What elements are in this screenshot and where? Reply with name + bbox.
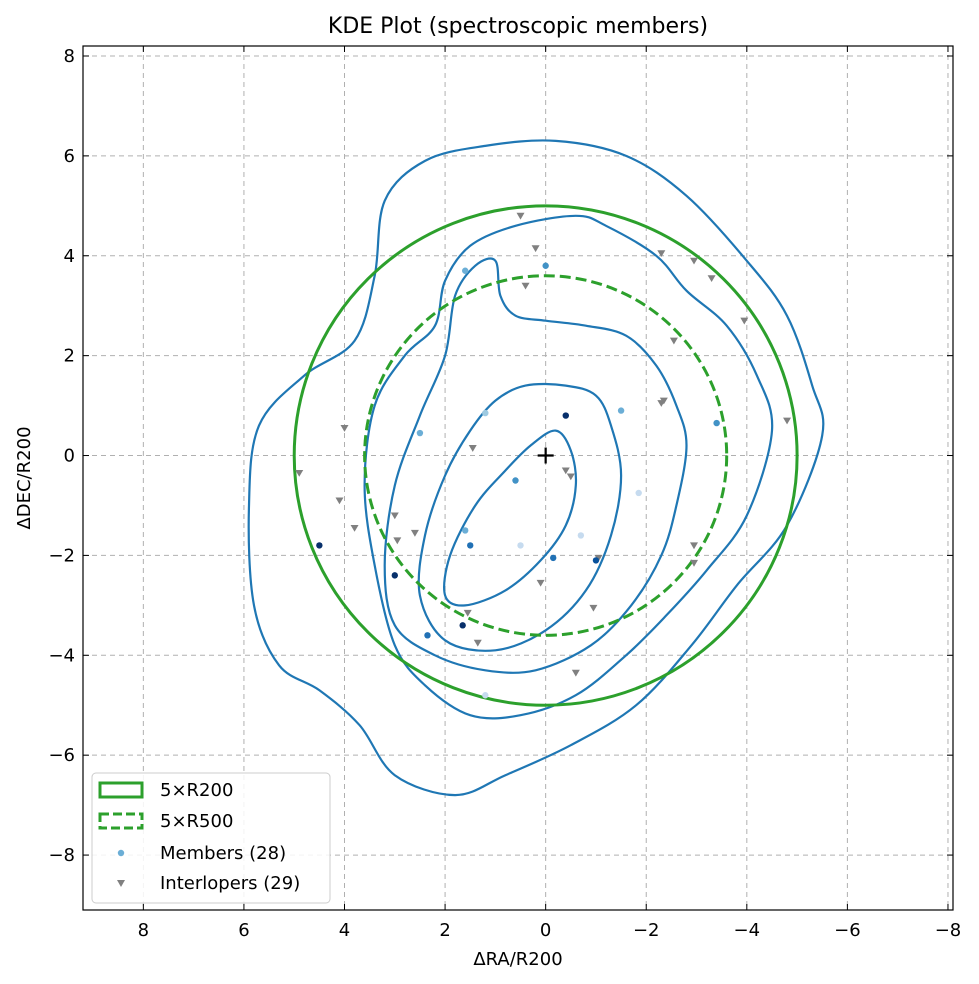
member-point bbox=[550, 554, 557, 562]
kde-contour-level-1 bbox=[247, 139, 825, 797]
interloper-point bbox=[669, 337, 678, 345]
x-tick-label: −4 bbox=[734, 920, 761, 941]
x-tick-label: 8 bbox=[138, 920, 149, 941]
y-tick-label: 6 bbox=[64, 146, 75, 167]
interloper-point bbox=[335, 497, 344, 505]
radius-circles bbox=[292, 204, 799, 707]
kde-contours bbox=[247, 139, 825, 797]
y-axis-label: ΔDEC/R200 bbox=[14, 426, 35, 529]
legend-label: 5×R500 bbox=[160, 811, 233, 832]
interloper-point bbox=[390, 512, 399, 520]
interloper-point bbox=[690, 542, 699, 550]
interloper-point bbox=[707, 275, 716, 283]
kde-contour-level-2 bbox=[363, 214, 774, 720]
interloper-point bbox=[463, 609, 472, 617]
legend-label: Interlopers (29) bbox=[160, 873, 300, 894]
legend-swatch-r200 bbox=[98, 781, 144, 799]
x-tick-label: 4 bbox=[339, 920, 350, 941]
member-point bbox=[482, 692, 489, 699]
interloper-point bbox=[393, 537, 402, 545]
r500-circle bbox=[363, 274, 729, 637]
member-point bbox=[391, 572, 398, 579]
interloper-point bbox=[571, 669, 580, 677]
y-tick-label: −4 bbox=[48, 645, 75, 666]
x-tick-label: −2 bbox=[633, 920, 660, 941]
legend-box bbox=[91, 772, 331, 904]
member-point bbox=[461, 267, 469, 274]
interloper-point bbox=[340, 425, 349, 432]
center-marker bbox=[537, 447, 554, 464]
interloper-point bbox=[740, 317, 749, 325]
legend-swatch-r500 bbox=[98, 812, 144, 830]
interloper-point bbox=[516, 212, 525, 220]
member-point bbox=[577, 532, 585, 539]
member-point bbox=[517, 542, 524, 549]
interloper-point bbox=[561, 467, 570, 475]
x-tick-label: 0 bbox=[540, 920, 551, 941]
interloper-point bbox=[536, 579, 545, 587]
member-point bbox=[512, 477, 519, 484]
member-point bbox=[416, 429, 424, 437]
interloper-point bbox=[521, 282, 530, 290]
member-point bbox=[459, 622, 466, 629]
kde-contour-level-4 bbox=[417, 382, 623, 652]
chart-title: KDE Plot (spectroscopic members) bbox=[328, 14, 708, 39]
x-tick-label: 6 bbox=[238, 920, 249, 941]
interloper-point bbox=[657, 250, 666, 258]
y-tick-label: −8 bbox=[48, 845, 75, 866]
interloper-point bbox=[531, 245, 540, 253]
member-point bbox=[424, 632, 431, 639]
member-point bbox=[461, 527, 469, 534]
x-tick-label: −8 bbox=[935, 920, 962, 941]
interloper-point bbox=[350, 524, 359, 532]
data-points bbox=[295, 212, 792, 699]
interloper-point bbox=[473, 639, 482, 647]
legend-label: 5×R200 bbox=[160, 780, 233, 801]
legend: 5×R200 5×R500 Members (28) Interlopers (29) bbox=[91, 772, 331, 904]
y-tick-label: 4 bbox=[64, 246, 75, 267]
member-point bbox=[617, 407, 625, 414]
x-tick-label: −6 bbox=[834, 920, 861, 941]
member-point bbox=[467, 542, 474, 549]
member-point bbox=[592, 557, 600, 564]
member-point bbox=[713, 419, 720, 427]
member-point bbox=[482, 409, 489, 417]
grid-lines bbox=[83, 46, 953, 910]
legend-swatch-interlopers bbox=[117, 880, 125, 887]
interloper-point bbox=[594, 554, 603, 562]
y-tick-label: 8 bbox=[64, 46, 75, 67]
member-point bbox=[316, 542, 323, 549]
interloper-point bbox=[410, 529, 419, 537]
y-tick-label: −6 bbox=[48, 745, 75, 766]
r200-circle bbox=[292, 204, 799, 707]
interloper-point bbox=[783, 417, 792, 425]
y-tick-label: 2 bbox=[64, 346, 75, 367]
interloper-point bbox=[295, 470, 304, 477]
interloper-point bbox=[690, 257, 699, 265]
plot-frame bbox=[82, 45, 954, 911]
x-tick-label: 2 bbox=[439, 920, 450, 941]
member-point bbox=[562, 412, 569, 419]
interloper-point bbox=[566, 473, 575, 481]
kde-contour-level-5 bbox=[443, 429, 578, 607]
interloper-point bbox=[468, 445, 477, 452]
interloper-point bbox=[690, 559, 699, 567]
y-tick-label: 0 bbox=[64, 446, 75, 467]
x-axis-label: ΔRA/R200 bbox=[473, 949, 562, 970]
legend-swatch-members bbox=[117, 849, 125, 857]
axis-ticks: 8 6 4 2 0 −2 −4 −6 −8 8 6 4 2 0 −2 −4 −6 −8 bbox=[48, 46, 961, 941]
interloper-point bbox=[589, 604, 598, 612]
interloper-point bbox=[657, 400, 666, 407]
kde-contour-level-3 bbox=[383, 257, 688, 674]
legend-label: Members (28) bbox=[160, 843, 286, 864]
member-point bbox=[542, 262, 549, 269]
member-point bbox=[635, 489, 642, 497]
y-tick-label: −2 bbox=[48, 545, 75, 566]
